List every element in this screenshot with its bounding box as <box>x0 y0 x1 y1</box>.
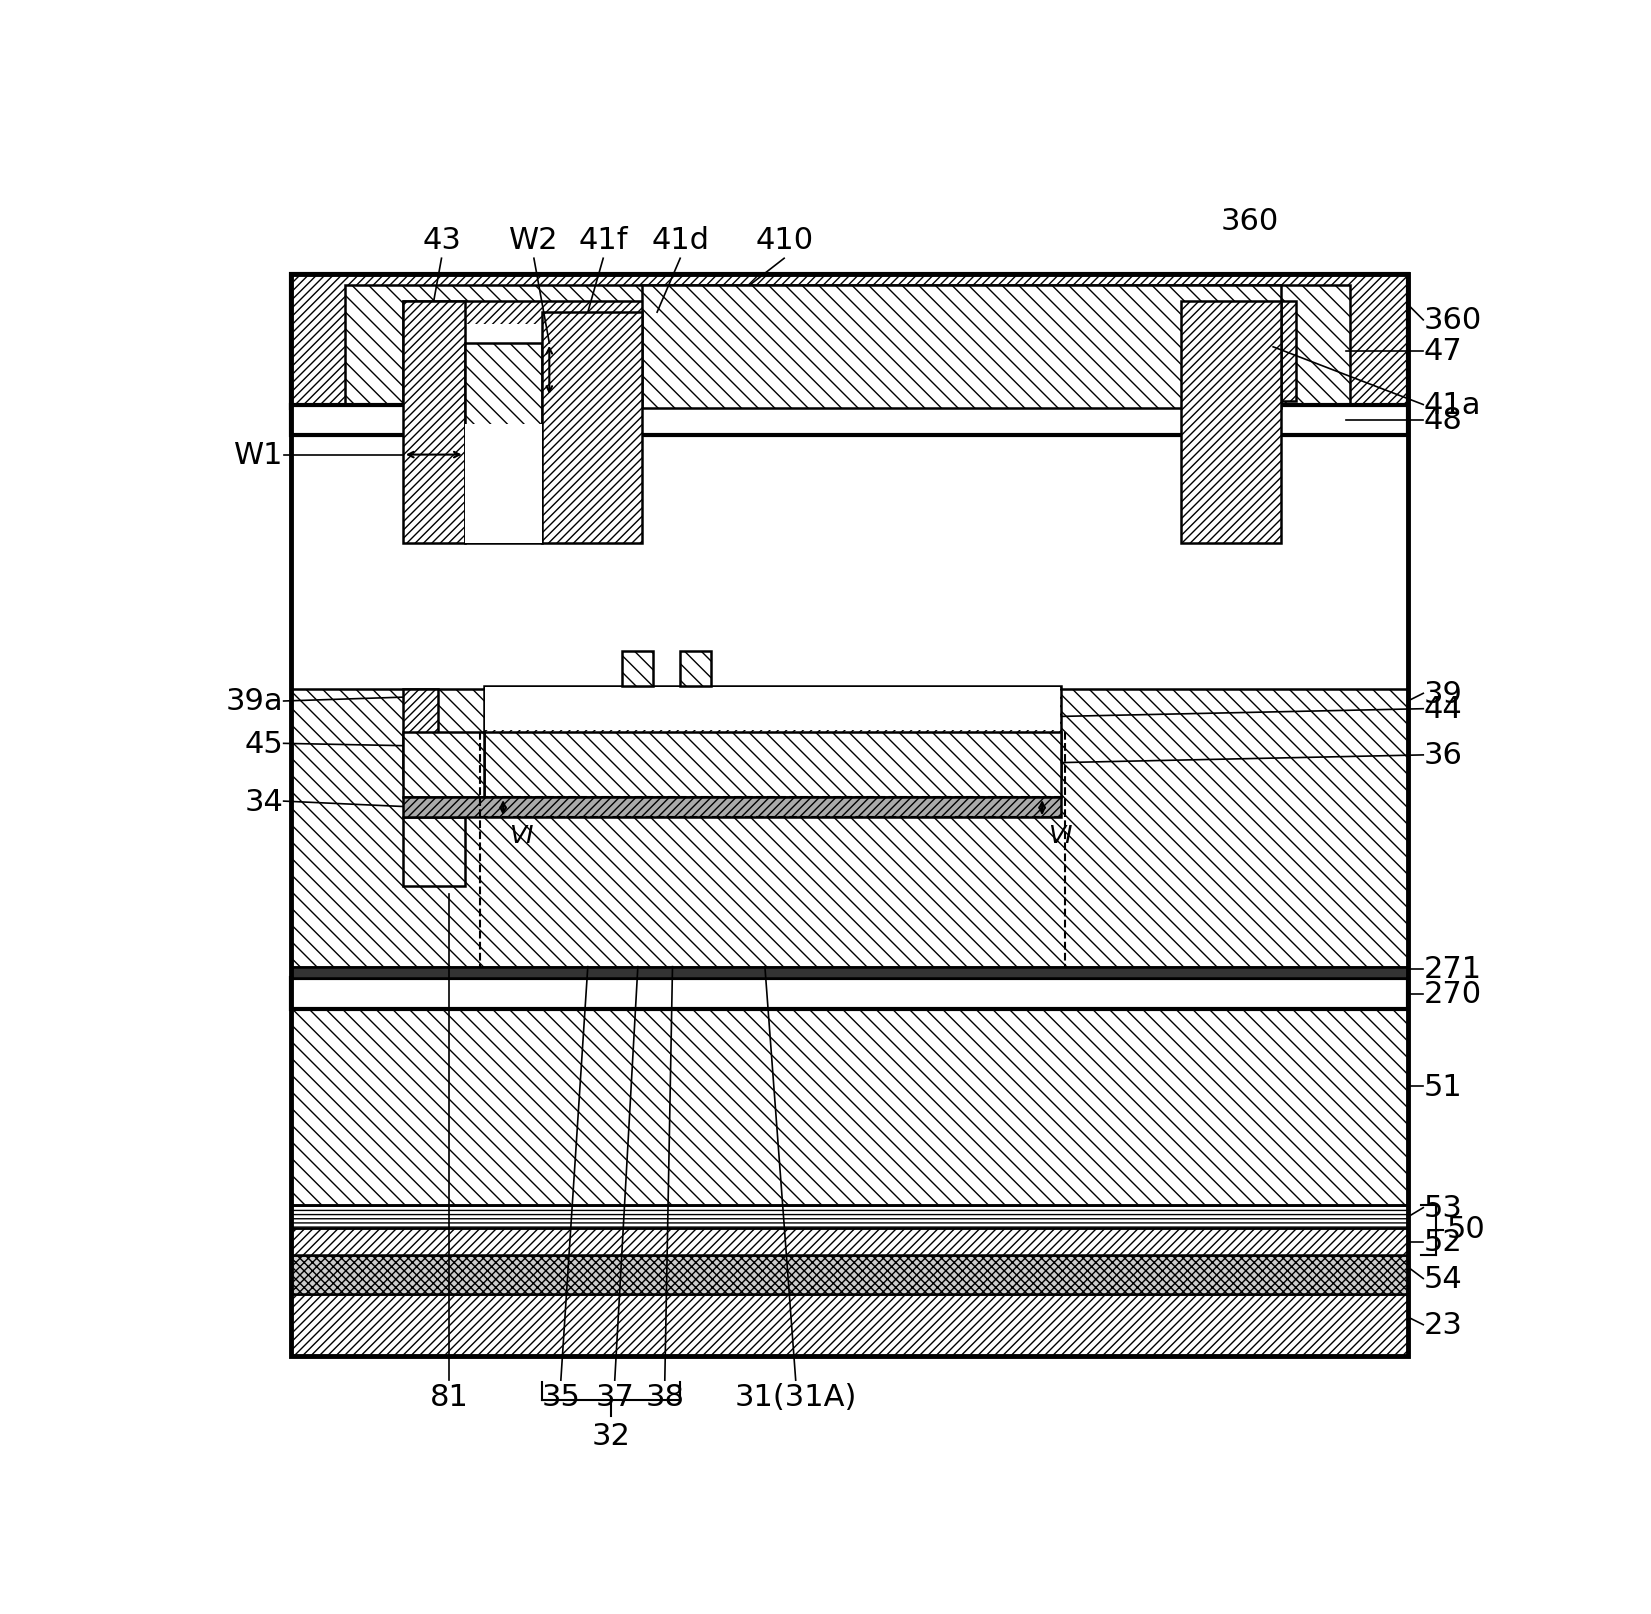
Text: 32: 32 <box>591 1420 631 1449</box>
Text: 270: 270 <box>1423 980 1481 1009</box>
Bar <box>291 978 1408 1009</box>
Bar <box>464 424 542 544</box>
Text: 23: 23 <box>1423 1311 1463 1340</box>
Text: 34: 34 <box>244 788 284 817</box>
Bar <box>622 652 654 686</box>
Bar <box>403 733 484 797</box>
Text: 44: 44 <box>1423 694 1463 723</box>
Text: 360: 360 <box>1220 207 1280 236</box>
Text: 271: 271 <box>1423 955 1481 985</box>
Text: 360: 360 <box>1423 307 1481 336</box>
Bar <box>291 274 1408 408</box>
Text: 48: 48 <box>1423 407 1463 436</box>
Text: 36: 36 <box>1423 741 1463 770</box>
Bar <box>291 1256 1408 1294</box>
Bar <box>484 686 1062 778</box>
Text: W2: W2 <box>509 226 558 255</box>
Bar <box>403 302 1296 402</box>
Text: 50: 50 <box>1446 1214 1486 1243</box>
Text: 39: 39 <box>1423 679 1463 709</box>
Bar <box>291 274 1408 1356</box>
Text: 47: 47 <box>1423 337 1463 366</box>
Text: 41a: 41a <box>1423 391 1481 420</box>
Bar <box>291 1206 1408 1228</box>
Bar <box>542 313 642 544</box>
Text: 45: 45 <box>244 730 284 759</box>
Bar <box>680 652 712 686</box>
Bar <box>485 688 1060 731</box>
Text: 43: 43 <box>423 226 461 255</box>
Bar <box>291 1228 1408 1256</box>
Bar <box>484 733 1062 797</box>
Bar <box>345 286 1351 416</box>
Text: VI: VI <box>509 823 533 847</box>
Bar <box>464 344 542 544</box>
Text: 81: 81 <box>429 1383 469 1412</box>
Bar <box>291 405 1408 436</box>
Bar <box>291 1009 1408 1206</box>
Bar <box>403 691 438 778</box>
Text: 52: 52 <box>1423 1227 1463 1256</box>
Text: 31(31A): 31(31A) <box>735 1383 857 1412</box>
Text: 53: 53 <box>1423 1193 1463 1222</box>
Text: W1: W1 <box>234 441 284 470</box>
Bar <box>403 302 464 544</box>
Text: 38: 38 <box>646 1383 684 1412</box>
Text: 410: 410 <box>755 226 814 255</box>
Bar <box>642 286 1281 408</box>
Text: 39a: 39a <box>226 688 284 717</box>
Text: 54: 54 <box>1423 1264 1463 1293</box>
Bar <box>291 1294 1408 1356</box>
Text: 35: 35 <box>542 1383 580 1412</box>
Bar <box>291 967 1408 978</box>
Bar <box>291 691 1408 967</box>
Text: 41d: 41d <box>650 226 710 255</box>
Text: VI: VI <box>1048 823 1073 847</box>
Bar <box>403 797 1062 817</box>
Text: 37: 37 <box>596 1383 634 1412</box>
Bar <box>403 817 464 886</box>
Text: 51: 51 <box>1423 1072 1463 1101</box>
Bar <box>1180 302 1281 544</box>
Bar <box>403 324 642 405</box>
Text: 41f: 41f <box>578 226 627 255</box>
Bar <box>291 274 1408 1356</box>
